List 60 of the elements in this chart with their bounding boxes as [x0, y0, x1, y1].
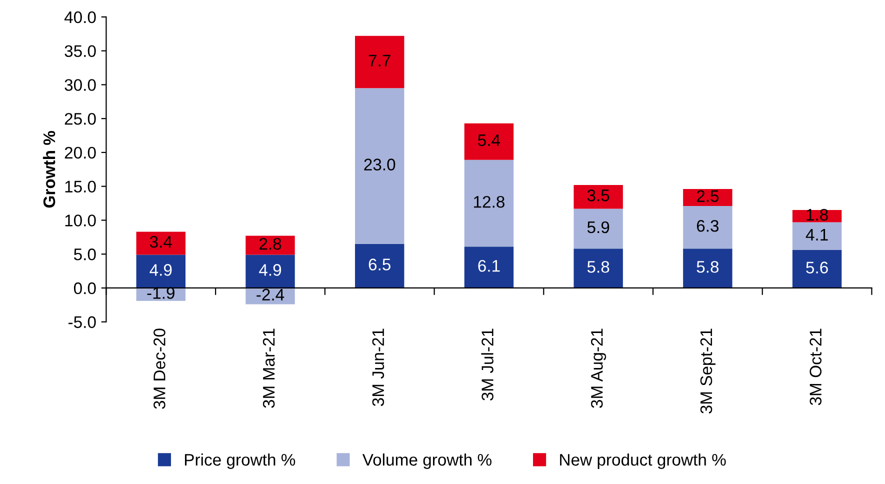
- y-tick-label: 30.0: [64, 79, 96, 91]
- data-label: -2.4: [256, 288, 284, 300]
- y-tick-label: 20.0: [64, 146, 96, 159]
- data-label: 3.4: [150, 236, 172, 248]
- bar: [683, 189, 732, 206]
- data-label: 4.1: [806, 228, 828, 240]
- y-tick-label: -5.0: [68, 316, 96, 328]
- bar: [354, 88, 404, 244]
- x-tick-label: 3M Jul-21: [481, 328, 494, 400]
- bar: [792, 210, 842, 222]
- x-tick-label: 3M Jun-21: [372, 328, 384, 406]
- bar: [136, 254, 186, 288]
- data-label: 23.0: [364, 158, 396, 170]
- bar: [464, 123, 514, 160]
- data-label: 5.8: [587, 261, 610, 273]
- bar: [574, 184, 623, 209]
- y-axis-title: Growth %: [42, 130, 56, 208]
- y-tick-label: 5.0: [74, 248, 96, 260]
- bar: [574, 208, 623, 249]
- bar: [683, 248, 732, 288]
- bar: [354, 36, 404, 88]
- y-tick-label: 15.0: [65, 180, 96, 193]
- data-label: 3.5: [587, 190, 610, 202]
- x-tick-label: 3M Mar-21: [262, 328, 275, 408]
- data-label: 4.9: [259, 264, 282, 276]
- bar: [574, 248, 623, 288]
- x-tick-label: 3M Sept-21: [700, 328, 716, 414]
- data-label: 6.3: [696, 220, 719, 232]
- data-label: 5.6: [806, 262, 828, 274]
- data-label: 6.5: [368, 258, 390, 270]
- data-label: 2.5: [696, 190, 719, 202]
- x-tick-label: 3M Aug-21: [590, 328, 606, 408]
- data-label: 6.1: [478, 260, 500, 272]
- bar: [464, 246, 514, 288]
- bar: [136, 232, 186, 255]
- data-label: 2.8: [259, 238, 282, 250]
- data-label: 1.8: [806, 208, 828, 221]
- bar: [354, 244, 404, 288]
- x-tick-label: 3M Dec-20: [154, 328, 166, 409]
- data-label: 4.9: [150, 264, 172, 276]
- y-tick-label: 10.0: [65, 214, 96, 226]
- y-tick-label: 0.0: [74, 282, 96, 294]
- bar: [683, 206, 732, 249]
- data-label: 5.4: [478, 134, 500, 146]
- y-tick-label: 40.0: [64, 11, 96, 24]
- legend-label: Price growth %: [184, 453, 296, 469]
- data-label: 5.8: [696, 261, 719, 273]
- bar: [246, 236, 295, 255]
- data-label: 12.8: [474, 196, 504, 208]
- x-tick-label: 3M Oct-21: [810, 328, 822, 406]
- legend-label: New product growth %: [560, 453, 726, 469]
- data-label: 5.9: [587, 221, 610, 234]
- y-tick-label: 25.0: [64, 112, 96, 125]
- data-label: 7.7: [368, 54, 390, 66]
- bar: [792, 222, 842, 250]
- bar: [464, 160, 514, 247]
- legend-label: Volume growth %: [362, 453, 492, 469]
- bar: [246, 254, 295, 288]
- bar: [792, 250, 842, 288]
- y-tick-label: 35.0: [64, 45, 96, 58]
